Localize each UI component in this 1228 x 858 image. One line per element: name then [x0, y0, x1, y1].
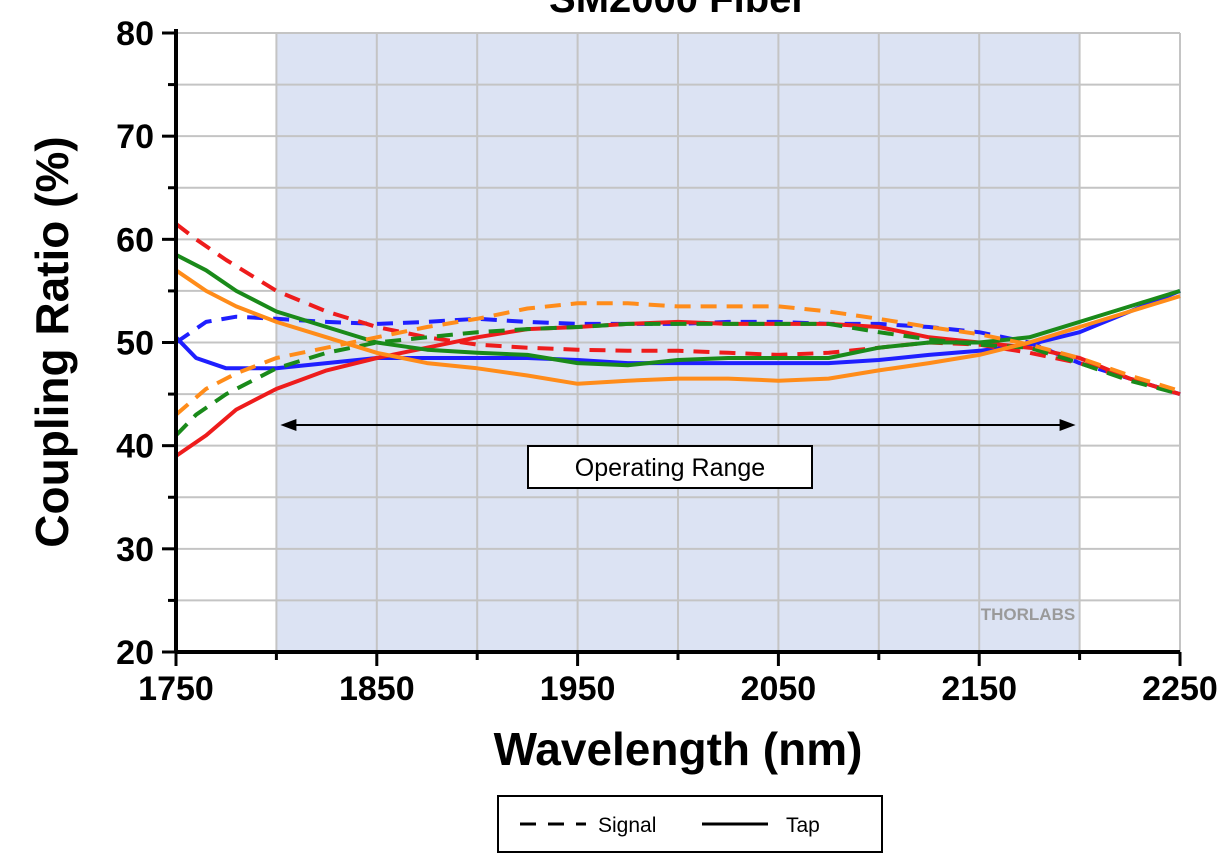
y-tick-label: 70: [116, 118, 154, 156]
y-tick-label: 20: [116, 634, 154, 672]
chart-title: SM2000 Fiber: [549, 0, 807, 21]
y-tick-label: 80: [116, 15, 154, 53]
x-axis-title: Wavelength (nm): [494, 723, 863, 775]
legend-label-tap: Tap: [786, 814, 820, 837]
series-line-signal-4: [174, 321, 1181, 437]
x-tick-label: 1750: [138, 670, 214, 708]
operating-range-label: Operating Range: [575, 454, 765, 482]
series-line-tap-5: [175, 253, 1181, 368]
series-line-signal-2: [174, 222, 1181, 397]
y-axis-title: Coupling Ratio (%): [26, 136, 78, 547]
series-line-signal-6: [174, 301, 1181, 417]
y-tick-label: 60: [116, 221, 154, 259]
legend-label-signal: Signal: [598, 814, 656, 837]
y-tick-label: 50: [116, 325, 154, 363]
arrowhead-right: [1059, 419, 1076, 432]
legend: Signal Tap: [497, 795, 883, 853]
x-tick-label: 2050: [741, 670, 817, 708]
arrowhead-left: [280, 419, 297, 432]
y-tick-label: 30: [116, 531, 154, 569]
x-tick-label: 1850: [339, 670, 415, 708]
x-tick-label: 2250: [1142, 670, 1218, 708]
y-tick-label: 40: [116, 428, 154, 466]
operating-range-label-box: [527, 445, 813, 489]
x-tick-label: 2150: [941, 670, 1017, 708]
series-line-tap-7: [174, 268, 1181, 386]
x-tick-label: 1950: [540, 670, 616, 708]
thorlabs-watermark: THORLABS: [981, 605, 1075, 624]
